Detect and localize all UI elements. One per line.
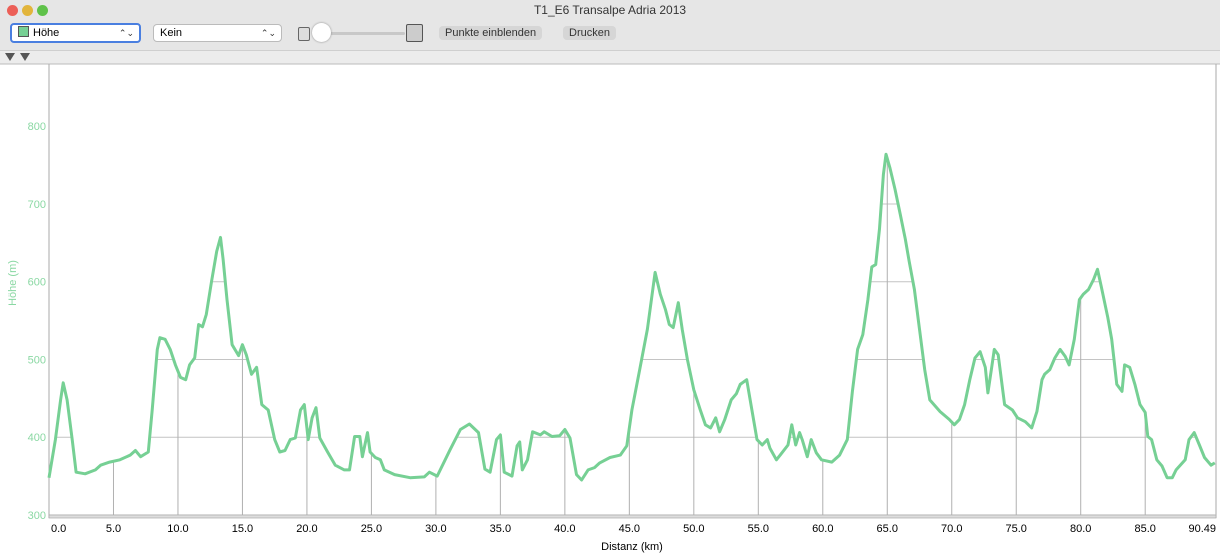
x-tick-label: 20.0 xyxy=(296,523,317,535)
x-tick-label: 80.0 xyxy=(1070,523,1091,535)
x-tick-label: 75.0 xyxy=(1006,523,1027,535)
series-select[interactable]: Höhe ⌃⌄ xyxy=(10,23,141,43)
zoom-button[interactable] xyxy=(37,5,48,16)
x-tick-label: 0.0 xyxy=(51,523,66,535)
minimize-button[interactable] xyxy=(22,5,33,16)
print-button[interactable]: Drucken xyxy=(563,26,616,40)
x-tick-label: 70.0 xyxy=(941,523,962,535)
x-tick-label: 10.0 xyxy=(167,523,188,535)
x-tick-label: 65.0 xyxy=(877,523,898,535)
x-axis xyxy=(48,514,1217,519)
x-tick-label: 35.0 xyxy=(490,523,511,535)
zoom-out-icon[interactable] xyxy=(298,27,310,41)
marker-row xyxy=(0,51,1220,64)
compare-select-label: Kein xyxy=(160,27,183,39)
y-tick-label: 300 xyxy=(28,510,46,522)
x-tick-label: 50.0 xyxy=(683,523,704,535)
series-select-label: Höhe xyxy=(33,27,60,39)
elevation-line xyxy=(47,152,1216,482)
x-tick-label: 15.0 xyxy=(232,523,253,535)
zoom-slider-knob[interactable] xyxy=(312,23,331,42)
x-tick-label: 60.0 xyxy=(812,523,833,535)
y-axis-label: Höhe (m) xyxy=(7,260,19,306)
x-tick-label: 45.0 xyxy=(619,523,640,535)
y-tick-label: 600 xyxy=(28,277,46,289)
title-bar: T1_E6 Transalpe Adria 2013 xyxy=(0,0,1220,21)
marker-icons xyxy=(5,53,30,61)
x-axis-label: Distanz (km) xyxy=(601,541,663,553)
x-tick-label: 85.0 xyxy=(1134,523,1155,535)
compare-select[interactable]: Kein ⌃⌄ xyxy=(153,24,282,42)
zoom-slider-track[interactable] xyxy=(315,32,405,35)
x-tick-label: 25.0 xyxy=(361,523,382,535)
toolbar: Höhe ⌃⌄ Kein ⌃⌄ Punkte einblenden Drucken xyxy=(0,21,1220,51)
x-tick-label: 5.0 xyxy=(106,523,121,535)
grid xyxy=(49,154,1215,518)
x-tick-label: 55.0 xyxy=(748,523,769,535)
x-tick-label: 90.49 xyxy=(1188,523,1216,535)
x-tick-label: 30.0 xyxy=(425,523,446,535)
y-tick-label: 500 xyxy=(28,354,46,366)
y-tick-label: 400 xyxy=(28,432,46,444)
y-tick-label: 700 xyxy=(28,199,46,211)
x-tick-label: 40.0 xyxy=(554,523,575,535)
zoom-in-icon[interactable] xyxy=(406,24,423,42)
window-title: T1_E6 Transalpe Adria 2013 xyxy=(533,3,687,17)
points-button[interactable]: Punkte einblenden xyxy=(439,26,543,40)
close-button[interactable] xyxy=(7,5,18,16)
y-tick-label: 800 xyxy=(28,121,46,133)
series-swatch xyxy=(18,26,29,37)
